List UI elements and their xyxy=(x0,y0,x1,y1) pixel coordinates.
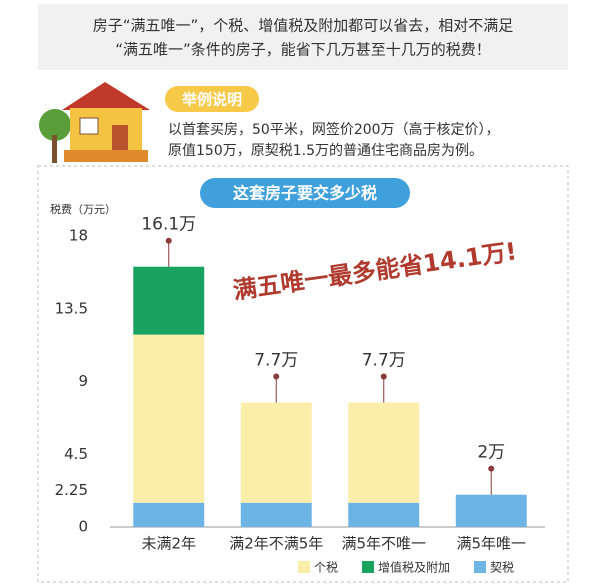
value-label: 2万 xyxy=(477,443,505,463)
intro-line: 房子“满五唯一”，个税、增值税及附加都可以省去，相对不满足 xyxy=(93,17,514,35)
label-dot xyxy=(488,465,495,472)
y-tick-label: 13.5 xyxy=(55,299,88,317)
example-tag-bg xyxy=(165,86,259,112)
legend-label: 契税 xyxy=(490,561,514,575)
value-label: 16.1万 xyxy=(141,215,196,235)
y-tick-label: 9 xyxy=(78,372,88,390)
y-axis-label: 税费（万元） xyxy=(50,202,116,216)
bar-segment xyxy=(133,502,205,527)
bar-segment xyxy=(133,334,205,503)
legend-swatch xyxy=(474,561,486,573)
example-line: 原值150万，原契税1.5万的普通住宅商品房为例。 xyxy=(168,143,483,159)
example-tag: 举例说明 xyxy=(181,91,242,109)
x-tick-label: 满2年不满5年 xyxy=(229,535,323,553)
y-tick-label: 18 xyxy=(69,227,88,245)
annotation: 满五唯一最多能省14.1万! xyxy=(231,237,518,305)
intro-box xyxy=(38,4,568,70)
label-dot xyxy=(273,373,280,380)
legend-swatch xyxy=(362,561,374,573)
bar-segment xyxy=(240,502,312,527)
chart-frame xyxy=(37,165,569,583)
example-line: 以首套买房，50平米，网签价200万（高于核定价）， xyxy=(168,121,500,138)
bar-segment xyxy=(455,494,527,527)
label-dot xyxy=(380,373,387,380)
y-tick-label: 4.5 xyxy=(64,445,88,463)
legend-label: 个税 xyxy=(314,561,338,575)
y-tick-label: 0 xyxy=(78,518,88,536)
value-label: 7.7万 xyxy=(254,351,298,371)
value-label: 7.7万 xyxy=(362,351,406,371)
house-icon xyxy=(39,82,150,163)
y-tick-label: 2.25 xyxy=(55,481,88,499)
legend-label: 增值税及附加 xyxy=(378,560,450,575)
chart-title: 这套房子要交多少税 xyxy=(233,184,377,203)
label-dot xyxy=(165,237,172,244)
bar-segment xyxy=(348,502,420,527)
title-bg xyxy=(200,178,410,208)
bar-segment xyxy=(240,402,312,503)
bar-segment xyxy=(133,266,205,335)
legend-swatch xyxy=(298,561,310,573)
x-tick-label: 满5年不唯一 xyxy=(341,535,426,553)
intro-line: “满五唯一”条件的房子，能省下几万甚至十几万的税费！ xyxy=(115,41,491,59)
bar-segment xyxy=(348,402,420,503)
x-tick-label: 满5年唯一 xyxy=(456,535,526,553)
x-tick-label: 未满2年 xyxy=(141,535,196,553)
